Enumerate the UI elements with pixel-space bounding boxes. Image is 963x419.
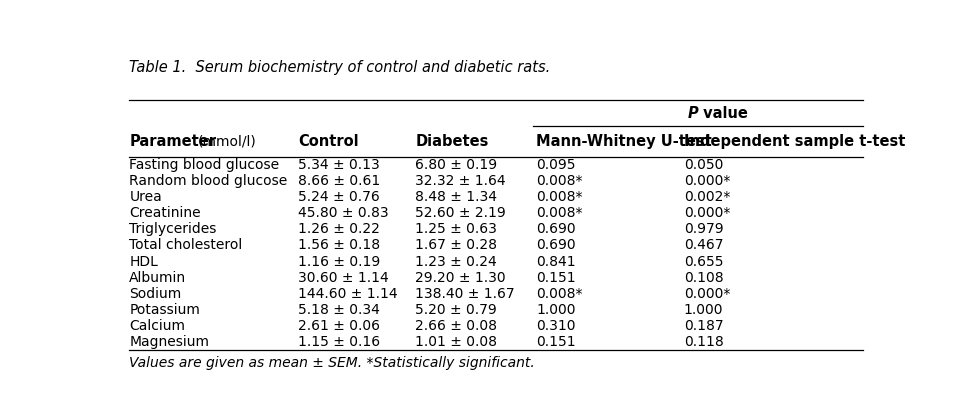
Text: Mann-Whitney U-test: Mann-Whitney U-test <box>536 134 712 149</box>
Text: Values are given as mean ± SEM. *Statistically significant.: Values are given as mean ± SEM. *Statist… <box>129 356 535 370</box>
Text: 8.48 ± 1.34: 8.48 ± 1.34 <box>415 190 497 204</box>
Text: 144.60 ± 1.14: 144.60 ± 1.14 <box>298 287 398 301</box>
Text: 0.655: 0.655 <box>684 255 723 269</box>
Text: 0.002*: 0.002* <box>684 190 730 204</box>
Text: HDL: HDL <box>129 255 158 269</box>
Text: Potassium: Potassium <box>129 303 200 317</box>
Text: 0.008*: 0.008* <box>536 287 583 301</box>
Text: Magnesium: Magnesium <box>129 335 209 349</box>
Text: 5.20 ± 0.79: 5.20 ± 0.79 <box>415 303 497 317</box>
Text: 30.60 ± 1.14: 30.60 ± 1.14 <box>298 271 389 285</box>
Text: 0.690: 0.690 <box>536 222 576 236</box>
Text: 52.60 ± 2.19: 52.60 ± 2.19 <box>415 206 506 220</box>
Text: 29.20 ± 1.30: 29.20 ± 1.30 <box>415 271 506 285</box>
Text: 0.000*: 0.000* <box>684 206 730 220</box>
Text: 5.24 ± 0.76: 5.24 ± 0.76 <box>298 190 379 204</box>
Text: 2.61 ± 0.06: 2.61 ± 0.06 <box>298 319 380 333</box>
Text: value: value <box>698 106 748 121</box>
Text: 1.16 ± 0.19: 1.16 ± 0.19 <box>298 255 380 269</box>
Text: Table 1.  Serum biochemistry of control and diabetic rats.: Table 1. Serum biochemistry of control a… <box>129 60 551 75</box>
Text: Total cholesterol: Total cholesterol <box>129 238 243 253</box>
Text: 0.000*: 0.000* <box>684 287 730 301</box>
Text: Sodium: Sodium <box>129 287 182 301</box>
Text: 1.15 ± 0.16: 1.15 ± 0.16 <box>298 335 380 349</box>
Text: 0.008*: 0.008* <box>536 206 583 220</box>
Text: Independent sample t-test: Independent sample t-test <box>684 134 905 149</box>
Text: 0.108: 0.108 <box>684 271 723 285</box>
Text: 5.18 ± 0.34: 5.18 ± 0.34 <box>298 303 379 317</box>
Text: 1.25 ± 0.63: 1.25 ± 0.63 <box>415 222 497 236</box>
Text: 0.050: 0.050 <box>684 158 723 172</box>
Text: Parameter: Parameter <box>129 134 217 149</box>
Text: 6.80 ± 0.19: 6.80 ± 0.19 <box>415 158 497 172</box>
Text: (mmol/l): (mmol/l) <box>198 134 257 148</box>
Text: 0.690: 0.690 <box>536 238 576 253</box>
Text: 0.118: 0.118 <box>684 335 723 349</box>
Text: 0.008*: 0.008* <box>536 174 583 188</box>
Text: 0.841: 0.841 <box>536 255 576 269</box>
Text: Triglycerides: Triglycerides <box>129 222 217 236</box>
Text: Urea: Urea <box>129 190 162 204</box>
Text: 32.32 ± 1.64: 32.32 ± 1.64 <box>415 174 506 188</box>
Text: 0.310: 0.310 <box>536 319 576 333</box>
Text: 1.26 ± 0.22: 1.26 ± 0.22 <box>298 222 379 236</box>
Text: Creatinine: Creatinine <box>129 206 201 220</box>
Text: 0.095: 0.095 <box>536 158 576 172</box>
Text: 0.151: 0.151 <box>536 271 576 285</box>
Text: 8.66 ± 0.61: 8.66 ± 0.61 <box>298 174 380 188</box>
Text: P: P <box>688 106 698 121</box>
Text: 1.56 ± 0.18: 1.56 ± 0.18 <box>298 238 380 253</box>
Text: 45.80 ± 0.83: 45.80 ± 0.83 <box>298 206 389 220</box>
Text: 138.40 ± 1.67: 138.40 ± 1.67 <box>415 287 515 301</box>
Text: 0.979: 0.979 <box>684 222 723 236</box>
Text: Random blood glucose: Random blood glucose <box>129 174 288 188</box>
Text: 2.66 ± 0.08: 2.66 ± 0.08 <box>415 319 497 333</box>
Text: 1.000: 1.000 <box>536 303 576 317</box>
Text: 1.67 ± 0.28: 1.67 ± 0.28 <box>415 238 497 253</box>
Text: 1.01 ± 0.08: 1.01 ± 0.08 <box>415 335 497 349</box>
Text: Diabetes: Diabetes <box>415 134 488 149</box>
Text: 0.008*: 0.008* <box>536 190 583 204</box>
Text: Fasting blood glucose: Fasting blood glucose <box>129 158 279 172</box>
Text: Control: Control <box>298 134 358 149</box>
Text: Calcium: Calcium <box>129 319 185 333</box>
Text: 1.23 ± 0.24: 1.23 ± 0.24 <box>415 255 497 269</box>
Text: 5.34 ± 0.13: 5.34 ± 0.13 <box>298 158 379 172</box>
Text: 0.151: 0.151 <box>536 335 576 349</box>
Text: 1.000: 1.000 <box>684 303 723 317</box>
Text: 0.187: 0.187 <box>684 319 723 333</box>
Text: 0.467: 0.467 <box>684 238 723 253</box>
Text: Albumin: Albumin <box>129 271 187 285</box>
Text: 0.000*: 0.000* <box>684 174 730 188</box>
